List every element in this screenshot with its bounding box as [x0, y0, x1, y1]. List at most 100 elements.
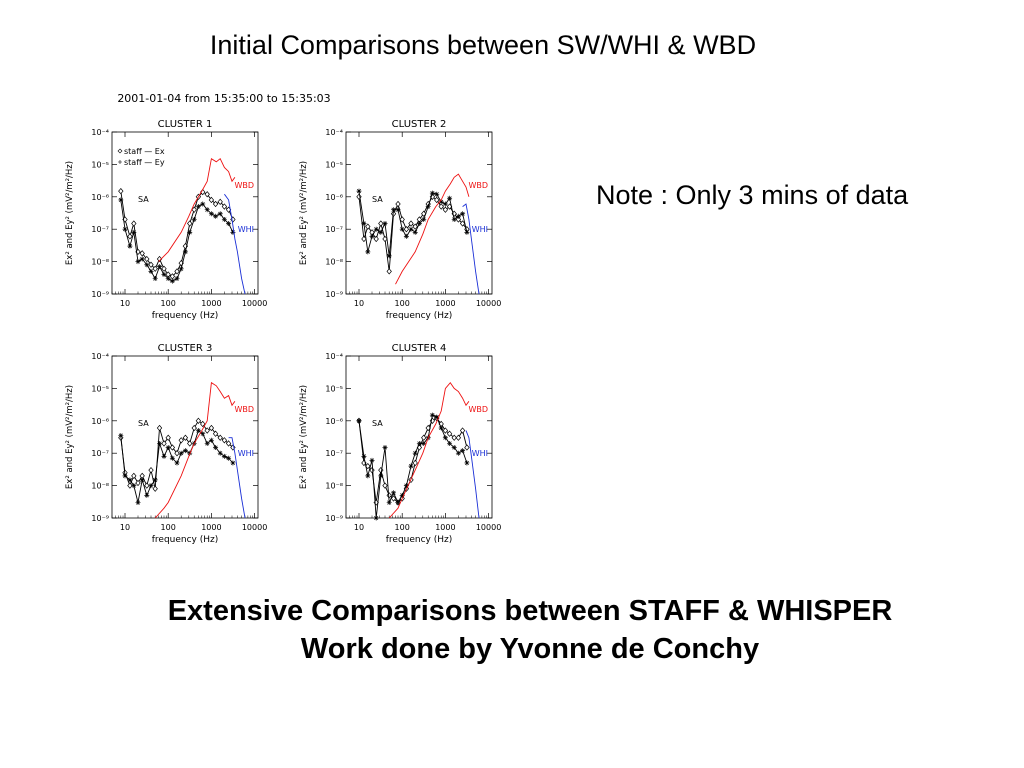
x-axis-label: frequency (Hz) — [152, 535, 219, 545]
data-point-diamond — [148, 466, 154, 474]
x-tick-label: 10000 — [476, 523, 501, 532]
y-tick-label: 10⁻⁹ — [325, 290, 343, 299]
x-tick-label: 10 — [120, 523, 130, 532]
data-point-diamond — [187, 440, 193, 447]
data-point-asterisk — [161, 271, 167, 277]
data-point-asterisk — [161, 453, 167, 459]
data-point-asterisk — [213, 444, 219, 450]
data-point-asterisk — [178, 450, 184, 456]
series-line-wbd — [158, 157, 236, 262]
series-line-wbd — [395, 173, 470, 285]
data-point-asterisk — [169, 455, 175, 461]
data-point-diamond — [178, 437, 184, 444]
x-tick-label: 1000 — [201, 523, 221, 532]
data-point-asterisk — [391, 207, 397, 213]
data-point-asterisk — [421, 440, 427, 446]
data-point-asterisk — [157, 440, 163, 446]
data-point-asterisk — [131, 483, 137, 489]
data-point-diamond — [139, 250, 145, 257]
y-axis-label: Ex² and Ey² (mV²/m²/Hz) — [65, 385, 75, 489]
legend-marker-asterisk — [118, 160, 122, 164]
data-point-asterisk — [226, 220, 232, 226]
data-point-asterisk — [118, 197, 124, 203]
data-point-diamond — [212, 200, 219, 208]
data-point-asterisk — [386, 253, 392, 259]
data-point-diamond — [200, 420, 206, 428]
data-point-asterisk — [442, 435, 448, 441]
plot-frame — [111, 131, 259, 295]
data-point-diamond — [361, 235, 367, 243]
data-point-diamond — [455, 216, 462, 223]
data-point-diamond — [225, 440, 232, 447]
data-point-asterisk — [144, 492, 150, 498]
series-line-staff-ey — [120, 429, 234, 503]
data-point-diamond — [161, 440, 167, 447]
y-tick-label: 10⁻⁹ — [91, 290, 109, 299]
data-point-asterisk — [217, 211, 223, 217]
bottom-line-1: Extensive Comparisons between STAFF & WH… — [167, 595, 893, 627]
data-point-diamond — [191, 424, 197, 432]
legend-entry: staff — Ey — [124, 158, 165, 167]
x-tick-label: 10 — [354, 523, 364, 532]
y-axis-label: Ex² and Ey² (mV²/m²/Hz) — [65, 161, 75, 265]
data-point-asterisk — [438, 199, 444, 205]
data-point-asterisk — [191, 216, 197, 222]
data-point-asterisk — [412, 450, 418, 456]
data-point-diamond — [169, 444, 176, 451]
annotation-sa: SA — [138, 195, 149, 204]
data-point-asterisk — [382, 444, 388, 450]
data-point-diamond — [421, 434, 427, 441]
figure: 2001-01-04 from 15:35:00 to 15:35:03 CLU… — [65, 92, 501, 545]
data-point-asterisk — [434, 414, 440, 420]
data-point-asterisk — [174, 460, 180, 466]
plot-frame — [345, 355, 493, 519]
annotation-wbd: WBD — [468, 405, 488, 414]
data-point-diamond — [212, 430, 219, 437]
data-point-asterisk — [408, 226, 414, 232]
annotation-sa: SA — [372, 195, 383, 204]
data-point-diamond — [161, 265, 167, 272]
y-tick-label: 10⁻⁴ — [325, 352, 343, 361]
data-point-asterisk — [395, 207, 401, 213]
data-point-diamond — [434, 196, 440, 204]
data-point-asterisk — [127, 477, 133, 483]
data-point-diamond — [442, 206, 449, 213]
data-point-asterisk — [464, 229, 470, 235]
data-point-asterisk — [416, 440, 422, 446]
data-point-asterisk — [182, 249, 188, 255]
data-point-asterisk — [230, 229, 236, 235]
data-point-asterisk — [139, 477, 145, 483]
data-point-diamond — [365, 462, 371, 470]
data-point-asterisk — [373, 226, 379, 232]
x-tick-label: 10000 — [476, 299, 501, 308]
bottom-line-2: Work done by Yvonne de Conchy — [300, 633, 760, 665]
y-tick-label: 10⁻⁹ — [91, 514, 109, 523]
data-point-asterisk — [356, 418, 362, 424]
data-point-asterisk — [416, 220, 422, 226]
series-line-whi — [224, 193, 246, 295]
y-tick-label: 10⁻⁹ — [325, 514, 343, 523]
data-point-asterisk — [127, 243, 133, 249]
annotation-wbd: WBD — [234, 405, 254, 414]
x-tick-label: 10000 — [242, 523, 267, 532]
data-point-diamond — [131, 220, 137, 227]
data-point-asterisk — [391, 490, 397, 496]
data-point-diamond — [464, 444, 470, 451]
y-tick-label: 10⁻⁴ — [91, 128, 109, 137]
annotation-whi: WHI — [472, 449, 488, 458]
data-point-asterisk — [182, 448, 188, 454]
y-tick-label: 10⁻⁸ — [91, 258, 109, 267]
data-point-diamond — [165, 434, 171, 441]
data-point-asterisk — [135, 500, 141, 506]
data-point-asterisk — [221, 216, 227, 222]
annotation-whi: WHI — [238, 225, 254, 234]
data-point-asterisk — [187, 229, 193, 235]
data-point-diamond — [412, 223, 418, 230]
data-point-asterisk — [135, 259, 141, 265]
data-point-asterisk — [434, 191, 440, 197]
data-point-diamond — [378, 220, 384, 227]
chart-panel-4: CLUSTER 4 10⁻⁹ 10⁻⁸ 10⁻⁷ 10⁻⁶ 10⁻⁵ 10⁻⁴ 10 100 10… — [299, 343, 501, 545]
chart-panel-2: CLUSTER 2 10⁻⁹ 10⁻⁸ 10⁻⁷ 10⁻⁶ 10⁻⁵ 10⁻⁴ 10 100 10… — [299, 119, 501, 321]
y-tick-label: 10⁻⁶ — [325, 193, 343, 202]
data-point-asterisk — [365, 249, 371, 255]
